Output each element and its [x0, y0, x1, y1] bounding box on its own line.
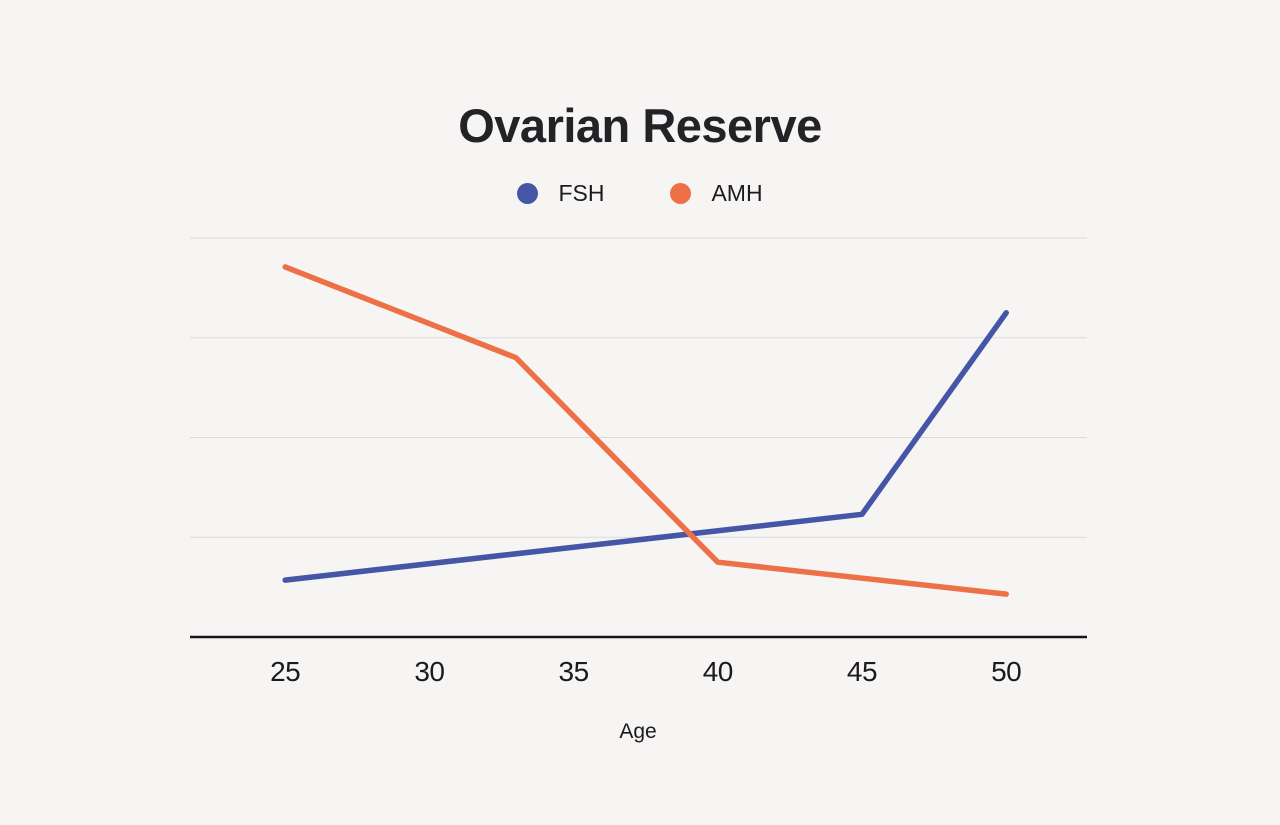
legend: FSH AMH: [0, 180, 1280, 207]
x-tick-label-25: 25: [270, 656, 300, 687]
fsh-legend-dot-icon: [517, 183, 539, 204]
amh-legend-label: AMH: [711, 180, 763, 206]
amh-legend-dot-icon: [670, 183, 692, 204]
x-tick-label-50: 50: [991, 656, 1021, 687]
series-line-amh: [282, 264, 1009, 597]
series-lines: [282, 264, 1009, 597]
legend-item-fsh: FSH: [517, 180, 604, 207]
x-tick-label-45: 45: [847, 656, 877, 687]
legend-item-amh: AMH: [670, 180, 763, 207]
x-tick-label-40: 40: [703, 656, 733, 687]
series-line-fsh: [282, 310, 1009, 583]
x-tick-label-35: 35: [559, 656, 589, 687]
fsh-legend-label: FSH: [558, 180, 605, 206]
chart-title: Ovarian Reserve: [458, 99, 822, 152]
x-tick-label-30: 30: [414, 656, 444, 687]
x-axis-title: Age: [619, 720, 656, 743]
x-tick-labels: 25 30 35 40 45 50: [270, 656, 1022, 687]
